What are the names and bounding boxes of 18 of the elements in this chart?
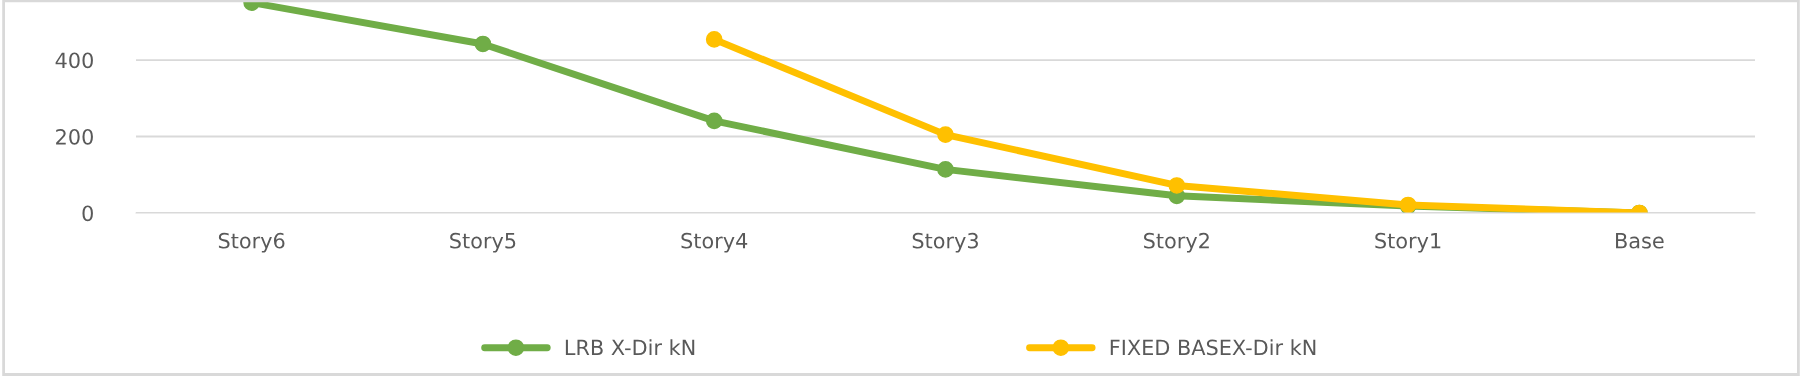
x-tick-label: Story4 — [681, 232, 748, 253]
point — [705, 31, 723, 48]
y-tick-label: 200 — [56, 128, 93, 145]
y-tick-label: 0 — [82, 205, 93, 222]
point — [1168, 177, 1186, 194]
point — [705, 112, 723, 130]
legend-label: FIXED BASEX-Dir kN — [1110, 339, 1316, 356]
legend-label: LRB X-Dir kN — [565, 339, 695, 355]
x-tick-label: Story1 — [1375, 232, 1441, 253]
y-tick-label: 400 — [55, 52, 93, 69]
x-tick-label: Story6 — [218, 232, 285, 253]
point — [474, 35, 492, 53]
x-tick-label: Story5 — [450, 232, 516, 253]
point — [937, 161, 954, 178]
x-tick-label: Story3 — [912, 232, 978, 253]
x-tick-label: Story2 — [1144, 232, 1209, 253]
point — [937, 126, 954, 143]
x-tick-label: Base — [1616, 233, 1664, 249]
